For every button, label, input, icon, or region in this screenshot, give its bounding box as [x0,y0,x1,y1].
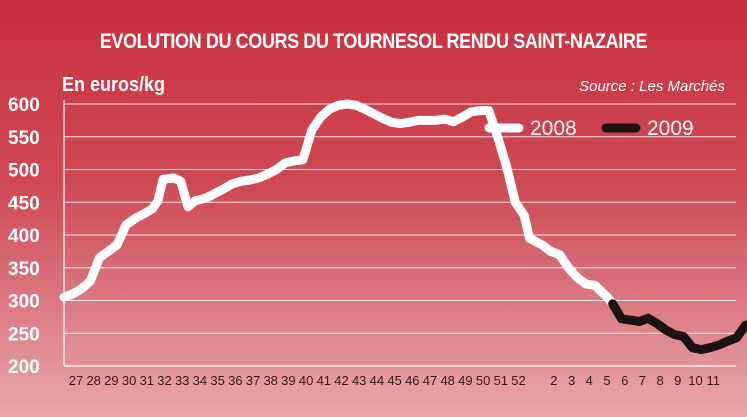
legend-label-2009: 2009 [647,117,694,140]
y-tick-label: 400 [8,226,40,247]
series-line-2009 [608,299,747,355]
x-tick-label: 10 [688,373,702,388]
x-tick-label: 46 [405,373,419,388]
x-tick-label: 7 [639,373,646,388]
x-tick-label: 38 [263,373,277,388]
x-tick-label: 41 [317,373,331,388]
y-tick-label: 550 [8,128,40,149]
x-tick-label: 29 [104,373,118,388]
y-tick-label: 600 [8,95,40,116]
y-axis-unit-label: En euros/kg [62,74,166,96]
legend: 2008 2009 [484,117,694,140]
x-tick-label: 49 [458,373,472,388]
x-tick-label: 27 [69,373,83,388]
x-tick-label: 43 [352,373,366,388]
x-tick-label: 34 [193,373,207,388]
x-tick-label: 50 [476,373,490,388]
x-tick-label: 48 [440,373,454,388]
x-tick-label: 36 [228,373,242,388]
x-tick-label: 30 [122,373,136,388]
x-tick-label: 42 [334,373,348,388]
x-tick-label: 35 [210,373,224,388]
x-tick-label: 28 [86,373,100,388]
x-tick-label: 5 [603,373,610,388]
x-tick-label: 45 [387,373,401,388]
legend-label-2008: 2008 [530,117,577,140]
y-tick-label: 450 [8,193,40,214]
y-tick-label: 500 [8,161,40,182]
source-label: Source : Les Marchés [579,78,725,95]
y-tick-labels: 200 250 300 350 400 450 500 550 600 [8,95,40,378]
x-tick-label: 37 [246,373,260,388]
y-tick-label: 200 [8,357,40,378]
x-tick-label: 4 [586,373,593,388]
x-tick-label: 11 [706,373,720,388]
x-tick-label: 40 [299,373,313,388]
y-tick-label: 350 [8,259,40,280]
y-tick-label: 300 [8,292,40,313]
x-tick-label: 52 [511,373,525,388]
x-tick-label: 44 [370,373,384,388]
gridlines [63,100,736,367]
x-tick-label: 6 [621,373,628,388]
x-tick-label: 33 [175,373,189,388]
x-tick-label: 39 [281,373,295,388]
x-tick-label: 8 [656,373,663,388]
series-line-2008 [59,99,618,309]
x-tick-label: 2 [550,373,557,388]
x-tick-label: 3 [568,373,575,388]
x-tick-label: 31 [140,373,154,388]
series-lines [59,99,747,355]
x-tick-labels: 27 28 29 30 31 32 33 34 35 36 37 38 39 40 41 42 43 44 45 46… [69,373,720,388]
x-tick-label: 51 [494,373,508,388]
chart-title: EVOLUTION DU COURS DU TOURNESOL RENDU SA… [99,30,648,53]
x-tick-label: 47 [423,373,437,388]
y-tick-label: 250 [8,324,40,345]
x-tick-label: 9 [674,373,681,388]
x-tick-label: 32 [157,373,171,388]
